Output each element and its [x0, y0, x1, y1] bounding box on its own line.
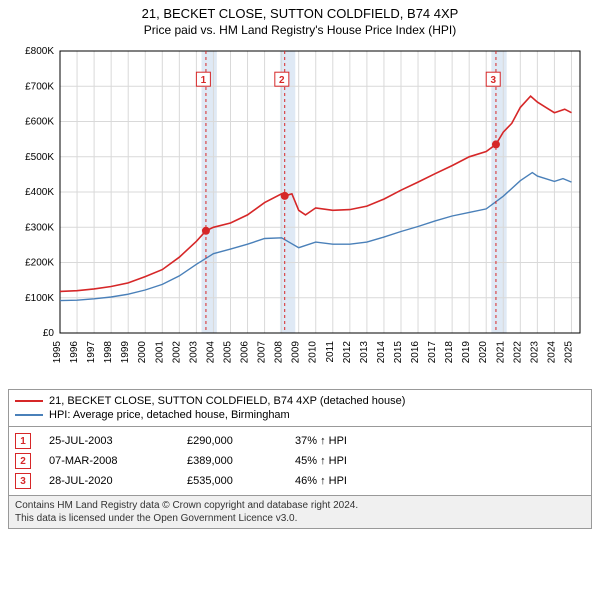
svg-text:£500K: £500K: [25, 152, 54, 163]
svg-text:2014: 2014: [376, 341, 387, 364]
svg-text:2007: 2007: [257, 341, 268, 364]
svg-text:£700K: £700K: [25, 81, 54, 92]
legend-swatch: [15, 400, 43, 402]
transaction-row: 3 28-JUL-2020 £535,000 46% ↑ HPI: [15, 471, 585, 491]
svg-text:2005: 2005: [222, 341, 233, 364]
transactions-table: 1 25-JUL-2003 £290,000 37% ↑ HPI 2 07-MAR-200…: [8, 427, 592, 496]
svg-text:2017: 2017: [427, 341, 438, 364]
svg-text:£800K: £800K: [25, 46, 54, 57]
svg-text:1995: 1995: [52, 341, 63, 364]
svg-text:1997: 1997: [86, 341, 97, 364]
chart-area: £0 £100K £200K £300K £400K £500K £600K £700K £80…: [8, 43, 592, 383]
legend-label: 21, BECKET CLOSE, SUTTON COLDFIELD, B74 …: [49, 395, 405, 407]
svg-text:1999: 1999: [120, 341, 131, 364]
transaction-pct: 37% ↑ HPI: [295, 435, 415, 447]
svg-text:£400K: £400K: [25, 187, 54, 198]
svg-text:2006: 2006: [240, 341, 251, 364]
svg-text:2004: 2004: [205, 341, 216, 364]
transaction-date: 07-MAR-2008: [49, 455, 169, 467]
svg-text:1: 1: [201, 75, 207, 86]
legend-item: HPI: Average price, detached house, Birm…: [15, 408, 585, 422]
transaction-pct: 45% ↑ HPI: [295, 455, 415, 467]
svg-text:2013: 2013: [359, 341, 370, 364]
svg-text:2002: 2002: [171, 341, 182, 364]
transaction-price: £535,000: [187, 475, 277, 487]
svg-text:2021: 2021: [495, 341, 506, 364]
svg-text:2003: 2003: [188, 341, 199, 364]
svg-text:2025: 2025: [563, 341, 574, 364]
svg-text:£300K: £300K: [25, 222, 54, 233]
attribution-footer: Contains HM Land Registry data © Crown c…: [8, 496, 592, 529]
svg-text:2019: 2019: [461, 341, 472, 364]
svg-text:2000: 2000: [137, 341, 148, 364]
transaction-date: 25-JUL-2003: [49, 435, 169, 447]
svg-text:2020: 2020: [478, 341, 489, 364]
svg-text:2022: 2022: [512, 341, 523, 364]
chart-subtitle: Price paid vs. HM Land Registry's House …: [8, 23, 592, 37]
svg-text:2010: 2010: [308, 341, 319, 364]
svg-text:2015: 2015: [393, 341, 404, 364]
legend: 21, BECKET CLOSE, SUTTON COLDFIELD, B74 …: [8, 389, 592, 427]
line-chart: £0 £100K £200K £300K £400K £500K £600K £700K £80…: [8, 43, 592, 383]
svg-text:2011: 2011: [325, 341, 336, 363]
svg-text:2012: 2012: [342, 341, 353, 364]
transaction-marker: 3: [15, 473, 31, 489]
legend-label: HPI: Average price, detached house, Birm…: [49, 409, 290, 421]
svg-text:£100K: £100K: [25, 293, 54, 304]
footer-line-2: This data is licensed under the Open Gov…: [15, 512, 585, 525]
transaction-row: 1 25-JUL-2003 £290,000 37% ↑ HPI: [15, 431, 585, 451]
transaction-marker: 2: [15, 453, 31, 469]
svg-text:£600K: £600K: [25, 117, 54, 128]
svg-text:2008: 2008: [274, 341, 285, 364]
svg-text:2018: 2018: [444, 341, 455, 364]
svg-text:2001: 2001: [154, 341, 165, 364]
transaction-pct: 46% ↑ HPI: [295, 475, 415, 487]
svg-text:3: 3: [490, 75, 496, 86]
svg-text:2016: 2016: [410, 341, 421, 364]
svg-text:2023: 2023: [529, 341, 540, 364]
svg-text:2: 2: [279, 75, 285, 86]
chart-title: 21, BECKET CLOSE, SUTTON COLDFIELD, B74 …: [8, 6, 592, 21]
transaction-row: 2 07-MAR-2008 £389,000 45% ↑ HPI: [15, 451, 585, 471]
transaction-price: £389,000: [187, 455, 277, 467]
svg-text:1996: 1996: [69, 341, 80, 364]
transaction-date: 28-JUL-2020: [49, 475, 169, 487]
svg-text:2024: 2024: [546, 341, 557, 364]
svg-text:£200K: £200K: [25, 258, 54, 269]
svg-text:2009: 2009: [291, 341, 302, 364]
transaction-price: £290,000: [187, 435, 277, 447]
svg-text:£0: £0: [43, 328, 55, 339]
legend-swatch: [15, 414, 43, 416]
footer-line-1: Contains HM Land Registry data © Crown c…: [15, 499, 585, 512]
svg-text:1998: 1998: [103, 341, 114, 364]
legend-item: 21, BECKET CLOSE, SUTTON COLDFIELD, B74 …: [15, 394, 585, 408]
transaction-marker: 1: [15, 433, 31, 449]
